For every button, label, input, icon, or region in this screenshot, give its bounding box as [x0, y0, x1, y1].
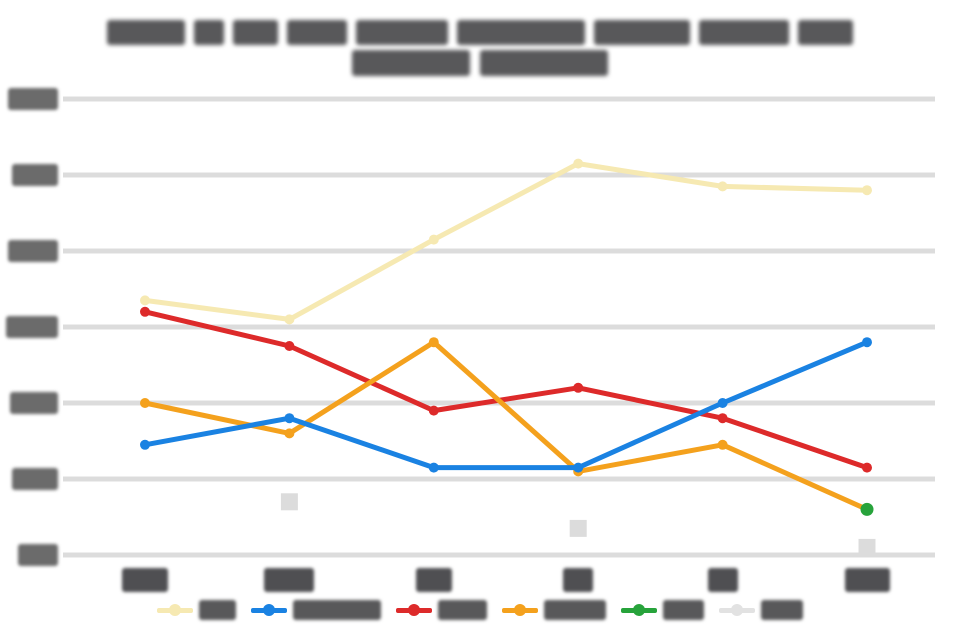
y-tick-label-redacted-6: [12, 468, 58, 490]
legend-label-redacted-1: [199, 600, 236, 620]
legend-item-series-5-green: [621, 600, 704, 620]
y-tick-label-redacted-7: [18, 544, 58, 566]
data-point-series-6-white: [858, 538, 876, 556]
legend-line-icon-series-2-blue: [251, 604, 287, 616]
title-word-redacted-2: [194, 20, 224, 45]
legend-label-redacted-2: [293, 600, 381, 620]
data-point-series-6-white: [280, 493, 298, 511]
legend-dot-icon-series-3-red: [408, 604, 420, 616]
legend-label-redacted-4: [544, 600, 606, 620]
data-point-series-2-blue: [862, 337, 872, 348]
legend-dot-icon-series-4-orange: [514, 604, 526, 616]
data-point-series-2-blue: [428, 462, 439, 473]
data-point-series-3-red: [573, 382, 584, 393]
legend: [0, 600, 960, 620]
subtitle-word-redacted-1: [352, 50, 470, 76]
data-point-series-4-orange: [284, 428, 295, 439]
data-point-series-1-cream: [284, 314, 295, 325]
chart-title-line2: [0, 50, 960, 76]
x-tick-label-redacted-4: [563, 568, 594, 592]
legend-dot-icon-series-6-white: [731, 604, 743, 616]
data-point-series-3-red: [284, 341, 295, 351]
legend-item-series-3-red: [396, 600, 487, 620]
title-word-redacted-9: [798, 20, 853, 45]
chart-title-line1: [0, 20, 960, 45]
title-word-redacted-7: [594, 20, 690, 45]
legend-line-icon-series-5-green: [621, 604, 657, 616]
legend-dot-icon-series-1-cream: [169, 604, 181, 616]
legend-line-icon-series-1-cream: [157, 604, 193, 616]
data-point-series-2-blue: [573, 462, 584, 473]
x-tick-label-redacted-3: [415, 568, 452, 592]
subtitle-word-redacted-2: [480, 50, 608, 76]
data-point-series-4-orange: [428, 337, 439, 348]
x-tick-label-redacted-1: [122, 568, 168, 592]
title-word-redacted-1: [107, 20, 185, 45]
data-point-series-2-blue: [717, 398, 728, 408]
y-tick-label-redacted-4: [6, 316, 58, 338]
y-tick-label-redacted-1: [8, 88, 58, 110]
legend-dot-icon-series-2-blue: [263, 604, 275, 616]
data-point-series-4-orange: [140, 398, 150, 408]
legend-label-redacted-3: [438, 600, 487, 620]
data-point-series-3-red: [862, 462, 872, 473]
data-point-series-1-cream: [428, 234, 439, 245]
data-point-series-1-cream: [140, 295, 150, 306]
title-word-redacted-8: [699, 20, 789, 45]
title-word-redacted-5: [356, 20, 448, 45]
line-series-3-red: [142, 309, 870, 471]
data-point-series-1-cream: [862, 185, 872, 196]
legend-line-icon-series-4-orange: [502, 604, 538, 616]
y-tick-label-redacted-3: [8, 240, 58, 262]
data-point-series-3-red: [140, 306, 150, 317]
data-point-series-2-blue: [284, 413, 295, 424]
legend-label-redacted-5: [663, 600, 704, 620]
x-tick-label-redacted-5: [707, 568, 738, 592]
legend-line-icon-series-3-red: [396, 604, 432, 616]
legend-dot-icon-series-5-green: [633, 604, 645, 616]
legend-line-icon-series-6-white: [719, 604, 755, 616]
data-point-series-1-cream: [573, 158, 584, 169]
title-word-redacted-3: [233, 20, 278, 45]
data-point-series-5-green: [860, 502, 874, 516]
x-tick-label-redacted-6: [844, 568, 890, 592]
y-tick-label-redacted-2: [12, 164, 58, 186]
legend-item-series-4-orange: [502, 600, 606, 620]
legend-item-series-1-cream: [157, 600, 236, 620]
legend-label-redacted-6: [761, 600, 803, 620]
title-word-redacted-6: [457, 20, 585, 45]
data-point-series-1-cream: [717, 181, 728, 192]
data-point-series-6-white: [569, 519, 587, 537]
data-point-series-2-blue: [140, 439, 150, 450]
line-series-1-cream: [142, 161, 870, 322]
y-tick-label-redacted-5: [10, 392, 58, 414]
line-series-2-blue: [142, 339, 870, 471]
legend-item-series-2-blue: [251, 600, 381, 620]
data-point-series-3-red: [717, 413, 728, 424]
data-point-series-3-red: [428, 405, 439, 416]
legend-item-series-6-white: [719, 600, 803, 620]
data-point-series-4-orange: [717, 439, 728, 450]
title-word-redacted-4: [287, 20, 347, 45]
line-series-4-orange: [142, 339, 870, 512]
x-tick-label-redacted-2: [264, 568, 315, 592]
